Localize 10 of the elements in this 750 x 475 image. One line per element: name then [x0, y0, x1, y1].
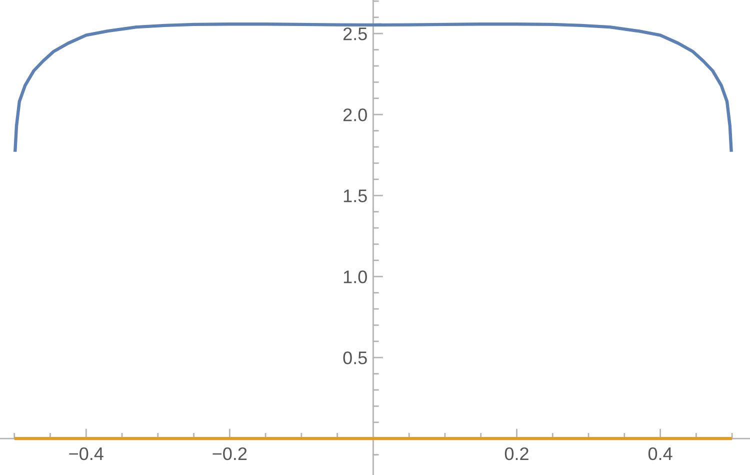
x-tick-label: −0.2	[212, 447, 247, 460]
x-tick-label: −0.4	[69, 447, 104, 460]
y-tick-label: 1.5	[344, 190, 367, 202]
line-series	[13, 22, 733, 154]
y-tick-label: 1.0	[344, 270, 367, 284]
y-tick-label: 2.0	[343, 108, 367, 122]
x-tick-label: 0.4	[648, 447, 672, 460]
x-tick-label: 0.2	[504, 447, 528, 460]
y-tick-label: 2.5	[343, 27, 367, 40]
y-tick-label: 0.5	[343, 351, 367, 364]
